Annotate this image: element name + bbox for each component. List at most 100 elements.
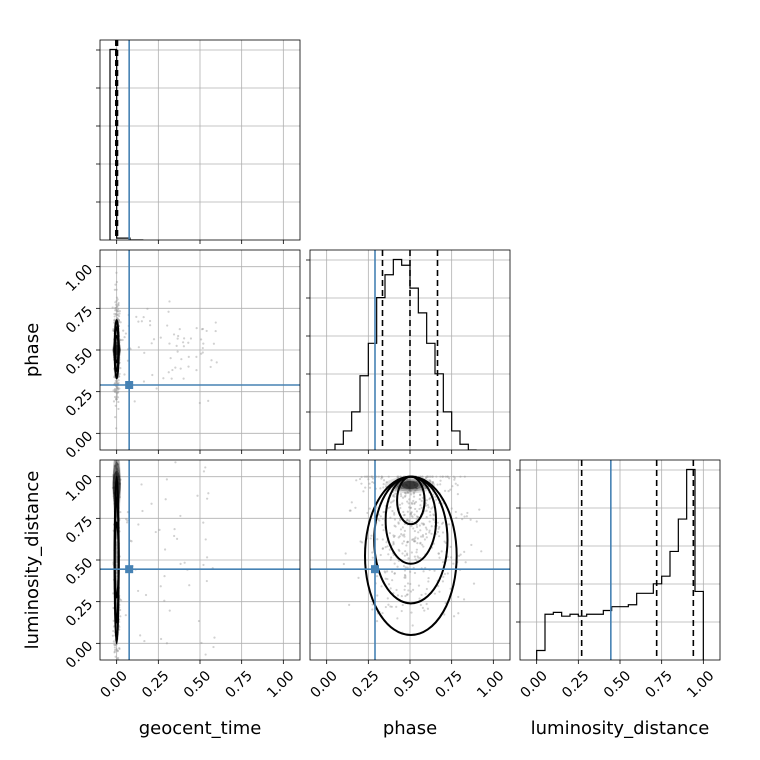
sample-point	[398, 535, 401, 538]
tick-label-y: 0.50	[63, 555, 96, 588]
sample-point	[188, 584, 191, 587]
sample-point	[202, 470, 206, 473]
sample-point	[119, 510, 122, 514]
sample-point	[117, 662, 119, 664]
sample-point	[463, 515, 466, 518]
sample-point	[129, 348, 132, 351]
sample-point	[384, 605, 387, 609]
sample-point	[413, 555, 417, 558]
sample-point	[195, 326, 198, 330]
sample-point	[360, 482, 363, 485]
sample-point	[446, 572, 449, 575]
sample-point	[117, 457, 119, 459]
sample-point	[432, 513, 435, 516]
sample-point	[118, 625, 121, 629]
sample-point	[413, 571, 417, 575]
sample-point	[113, 318, 116, 321]
sample-point	[406, 518, 409, 521]
sample-point	[115, 473, 119, 476]
sample-point	[401, 534, 404, 537]
sample-point	[120, 599, 123, 602]
sample-point	[393, 562, 396, 565]
sample-point	[126, 519, 129, 522]
sample-point	[363, 475, 366, 478]
sample-point	[115, 305, 119, 309]
sample-point	[396, 475, 399, 478]
sample-point	[405, 593, 409, 596]
sample-point	[137, 346, 140, 349]
tick-label-x: 0.50	[391, 668, 424, 701]
sample-point	[381, 476, 384, 479]
sample-point	[115, 288, 118, 291]
panel-frame	[309, 249, 511, 451]
sample-point	[115, 380, 119, 383]
sample-point	[114, 733, 116, 735]
sample-point	[403, 495, 407, 498]
sample-point	[187, 365, 190, 368]
sample-point	[458, 554, 461, 557]
sample-point	[111, 306, 114, 309]
sample-point	[168, 342, 171, 345]
sample-point	[376, 538, 379, 541]
sample-point	[114, 666, 116, 668]
sample-point	[180, 358, 183, 361]
sample-point	[115, 551, 118, 554]
sample-point	[478, 508, 481, 511]
sample-point	[443, 613, 446, 616]
sample-point	[116, 298, 119, 301]
sample-point	[403, 535, 406, 538]
sample-point	[392, 543, 395, 546]
tick-label-y: 0.00	[63, 638, 96, 671]
sample-point	[402, 514, 406, 517]
sample-point	[118, 310, 121, 313]
sample-point	[403, 569, 407, 572]
sample-point	[150, 342, 153, 345]
sample-point	[114, 472, 118, 475]
sample-point	[396, 565, 399, 568]
sample-point	[403, 529, 406, 533]
sample-point	[115, 343, 118, 346]
sample-point	[115, 348, 118, 352]
sample-point	[409, 506, 413, 509]
sample-point	[421, 535, 425, 538]
contour-level-2	[113, 521, 120, 599]
sample-point	[410, 525, 413, 528]
sample-point	[118, 496, 121, 499]
sample-point	[117, 702, 119, 704]
sample-point	[114, 301, 117, 304]
sample-point	[371, 480, 374, 484]
density-luminosity_distance-phase	[342, 475, 483, 636]
sample-point	[116, 396, 120, 399]
sample-point	[148, 408, 150, 410]
sample-point	[117, 304, 120, 307]
sample-point	[113, 395, 117, 399]
sample-point	[144, 593, 148, 597]
sample-point	[450, 556, 453, 559]
sample-point	[441, 475, 445, 478]
sample-point	[418, 493, 422, 497]
sample-point	[380, 477, 383, 480]
sample-point	[443, 489, 447, 492]
sample-point	[164, 498, 167, 501]
sample-point	[459, 475, 462, 478]
sample-point	[114, 457, 116, 459]
sample-point	[409, 590, 413, 593]
axis-label-x-geocent_time: geocent_time	[139, 718, 262, 739]
sample-point	[404, 594, 407, 598]
sample-point	[115, 317, 119, 320]
sample-point	[150, 502, 153, 505]
sample-point	[453, 478, 456, 481]
sample-point	[381, 538, 384, 541]
sample-point	[112, 592, 115, 595]
sample-point	[470, 543, 473, 547]
sample-point	[399, 519, 402, 522]
sample-point	[113, 648, 117, 651]
sample-point	[403, 573, 407, 577]
sample-point	[409, 582, 412, 586]
tick-label-y: 0.25	[63, 387, 96, 420]
sample-point	[415, 551, 418, 554]
sample-point	[433, 518, 436, 522]
sample-point	[387, 583, 391, 586]
sample-point	[418, 507, 421, 511]
